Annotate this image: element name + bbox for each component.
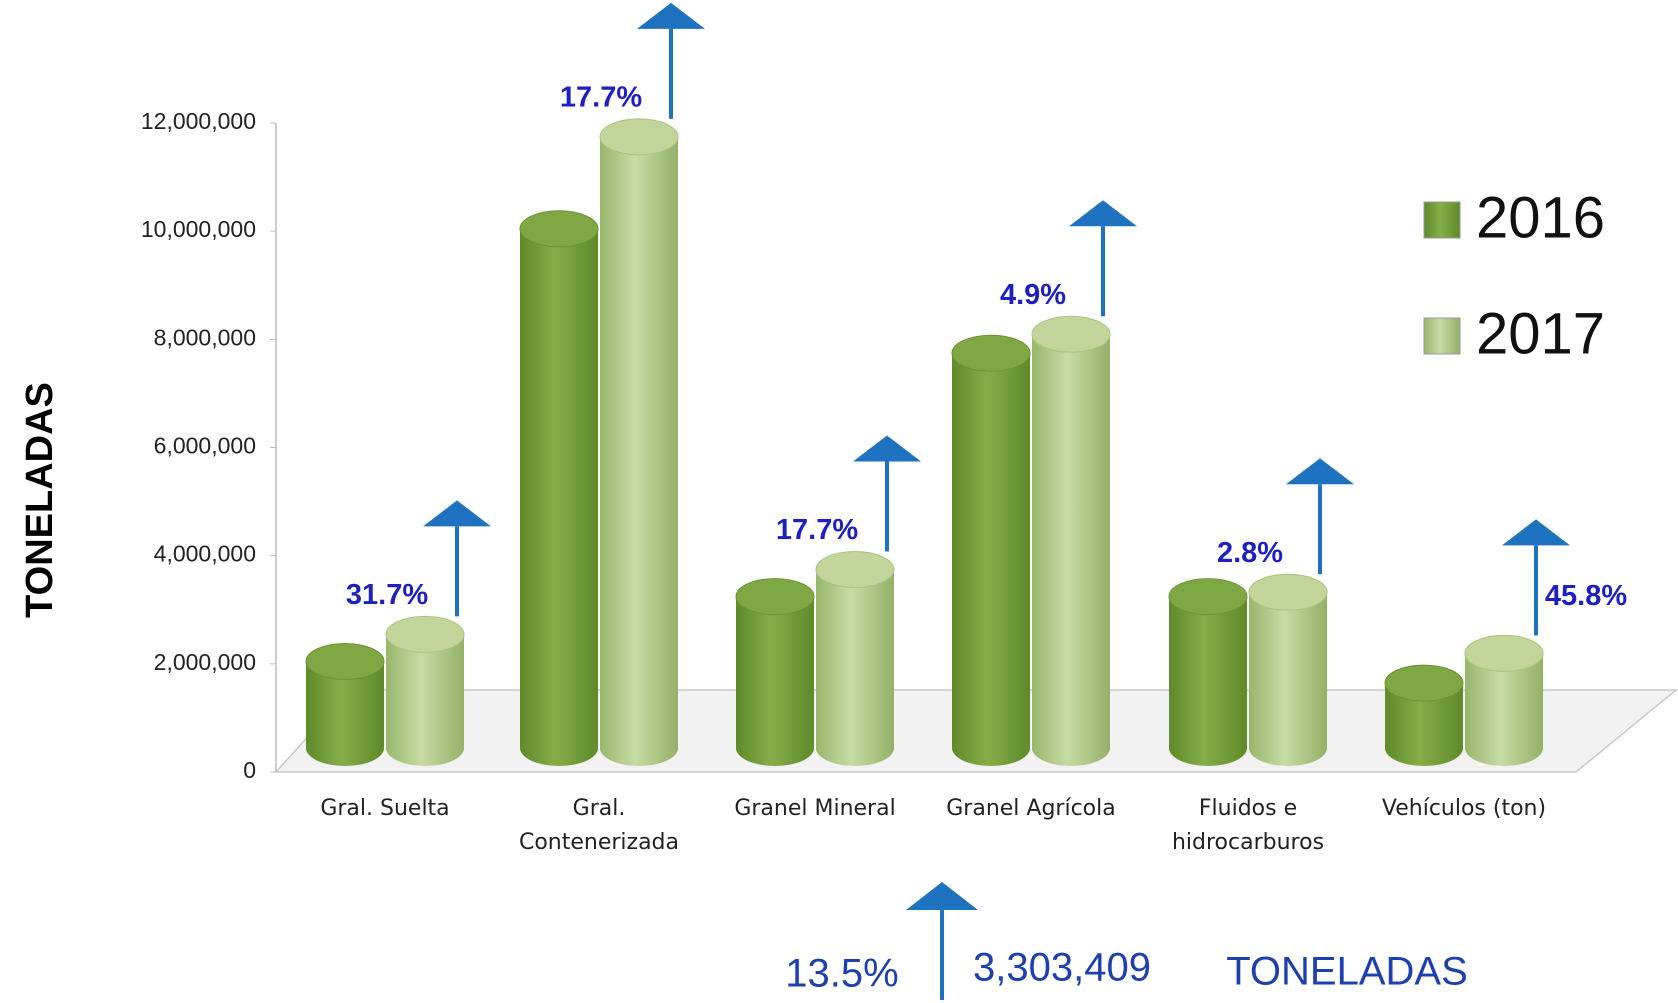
growth-label: 17.7% bbox=[776, 514, 858, 546]
bar-part bbox=[305, 642, 385, 680]
bar-part bbox=[816, 569, 894, 766]
bar bbox=[815, 551, 895, 766]
growth-arrowhead bbox=[637, 2, 705, 29]
growth-arrowhead bbox=[1069, 200, 1137, 227]
bar bbox=[1464, 634, 1544, 766]
bar bbox=[519, 210, 599, 767]
legend-label: 2016 bbox=[1476, 185, 1605, 250]
bar bbox=[1384, 664, 1464, 766]
bar bbox=[951, 334, 1031, 766]
y-tick-label: 10,000,000 bbox=[141, 216, 256, 242]
growth-label: 45.8% bbox=[1545, 580, 1627, 612]
bar-part bbox=[1169, 596, 1247, 766]
y-tick-label: 12,000,000 bbox=[141, 108, 256, 134]
bar-part bbox=[1465, 653, 1543, 766]
growth-label: 17.7% bbox=[560, 82, 642, 114]
bar bbox=[599, 118, 679, 766]
legend-swatch bbox=[1423, 317, 1461, 355]
growth-arrowhead bbox=[1502, 519, 1570, 546]
bar bbox=[1031, 315, 1111, 766]
bar-part bbox=[1168, 578, 1248, 616]
bar-part bbox=[1248, 573, 1328, 611]
summary-arrowhead bbox=[906, 882, 978, 910]
bar-part bbox=[735, 578, 815, 616]
y-tick-label: 6,000,000 bbox=[154, 433, 256, 459]
bar-part bbox=[952, 353, 1030, 766]
y-tick-label: 4,000,000 bbox=[154, 541, 256, 567]
bar bbox=[305, 642, 385, 766]
bar bbox=[735, 578, 815, 766]
growth-arrowhead bbox=[423, 500, 491, 527]
bar-part bbox=[385, 615, 465, 653]
y-tick-label: 0 bbox=[243, 757, 256, 783]
summary-total: 3,303,409 bbox=[973, 946, 1151, 990]
bar-part bbox=[1031, 315, 1111, 353]
summary-change: 13.5% bbox=[785, 952, 898, 996]
bar-part bbox=[599, 118, 679, 156]
growth-label: 2.8% bbox=[1217, 537, 1283, 569]
growth-arrowhead bbox=[853, 435, 921, 462]
bar-part bbox=[306, 661, 384, 766]
growth-label: 4.9% bbox=[1000, 279, 1066, 311]
y-axis-label: TONELADAS bbox=[19, 382, 61, 618]
x-tick-label: Fluidos e hidrocarburos bbox=[1171, 796, 1325, 855]
growth-arrowhead bbox=[1286, 458, 1354, 485]
bar bbox=[385, 615, 465, 766]
growth-label: 31.7% bbox=[346, 579, 428, 611]
x-tick-label: Gral. Suelta bbox=[320, 796, 450, 821]
x-tick-label: Granel Mineral bbox=[734, 796, 896, 821]
bar-part bbox=[519, 210, 599, 248]
bar-part bbox=[386, 634, 464, 766]
bar-part bbox=[1249, 592, 1327, 766]
y-tick-label: 8,000,000 bbox=[154, 324, 256, 350]
y-tick-label: 2,000,000 bbox=[154, 649, 256, 675]
legend-label: 2017 bbox=[1476, 301, 1605, 366]
x-tick-label: Granel Agrícola bbox=[946, 796, 1116, 821]
bar-part bbox=[1384, 664, 1464, 702]
bar-part bbox=[520, 228, 598, 767]
x-tick-label: Gral. Contenerizada bbox=[518, 796, 680, 855]
bar bbox=[1168, 578, 1248, 766]
bar bbox=[1248, 573, 1328, 766]
summary-unit: TONELADAS bbox=[1226, 950, 1468, 994]
bar-part bbox=[1464, 634, 1544, 672]
bar-part bbox=[815, 551, 895, 589]
x-tick-label: Vehículos (ton) bbox=[1381, 796, 1547, 821]
bar-part bbox=[1385, 683, 1463, 766]
bar-part bbox=[600, 136, 678, 766]
legend-swatch bbox=[1423, 201, 1461, 239]
bar-part bbox=[1032, 334, 1110, 766]
bar-part bbox=[736, 596, 814, 766]
bar-part bbox=[951, 334, 1031, 372]
